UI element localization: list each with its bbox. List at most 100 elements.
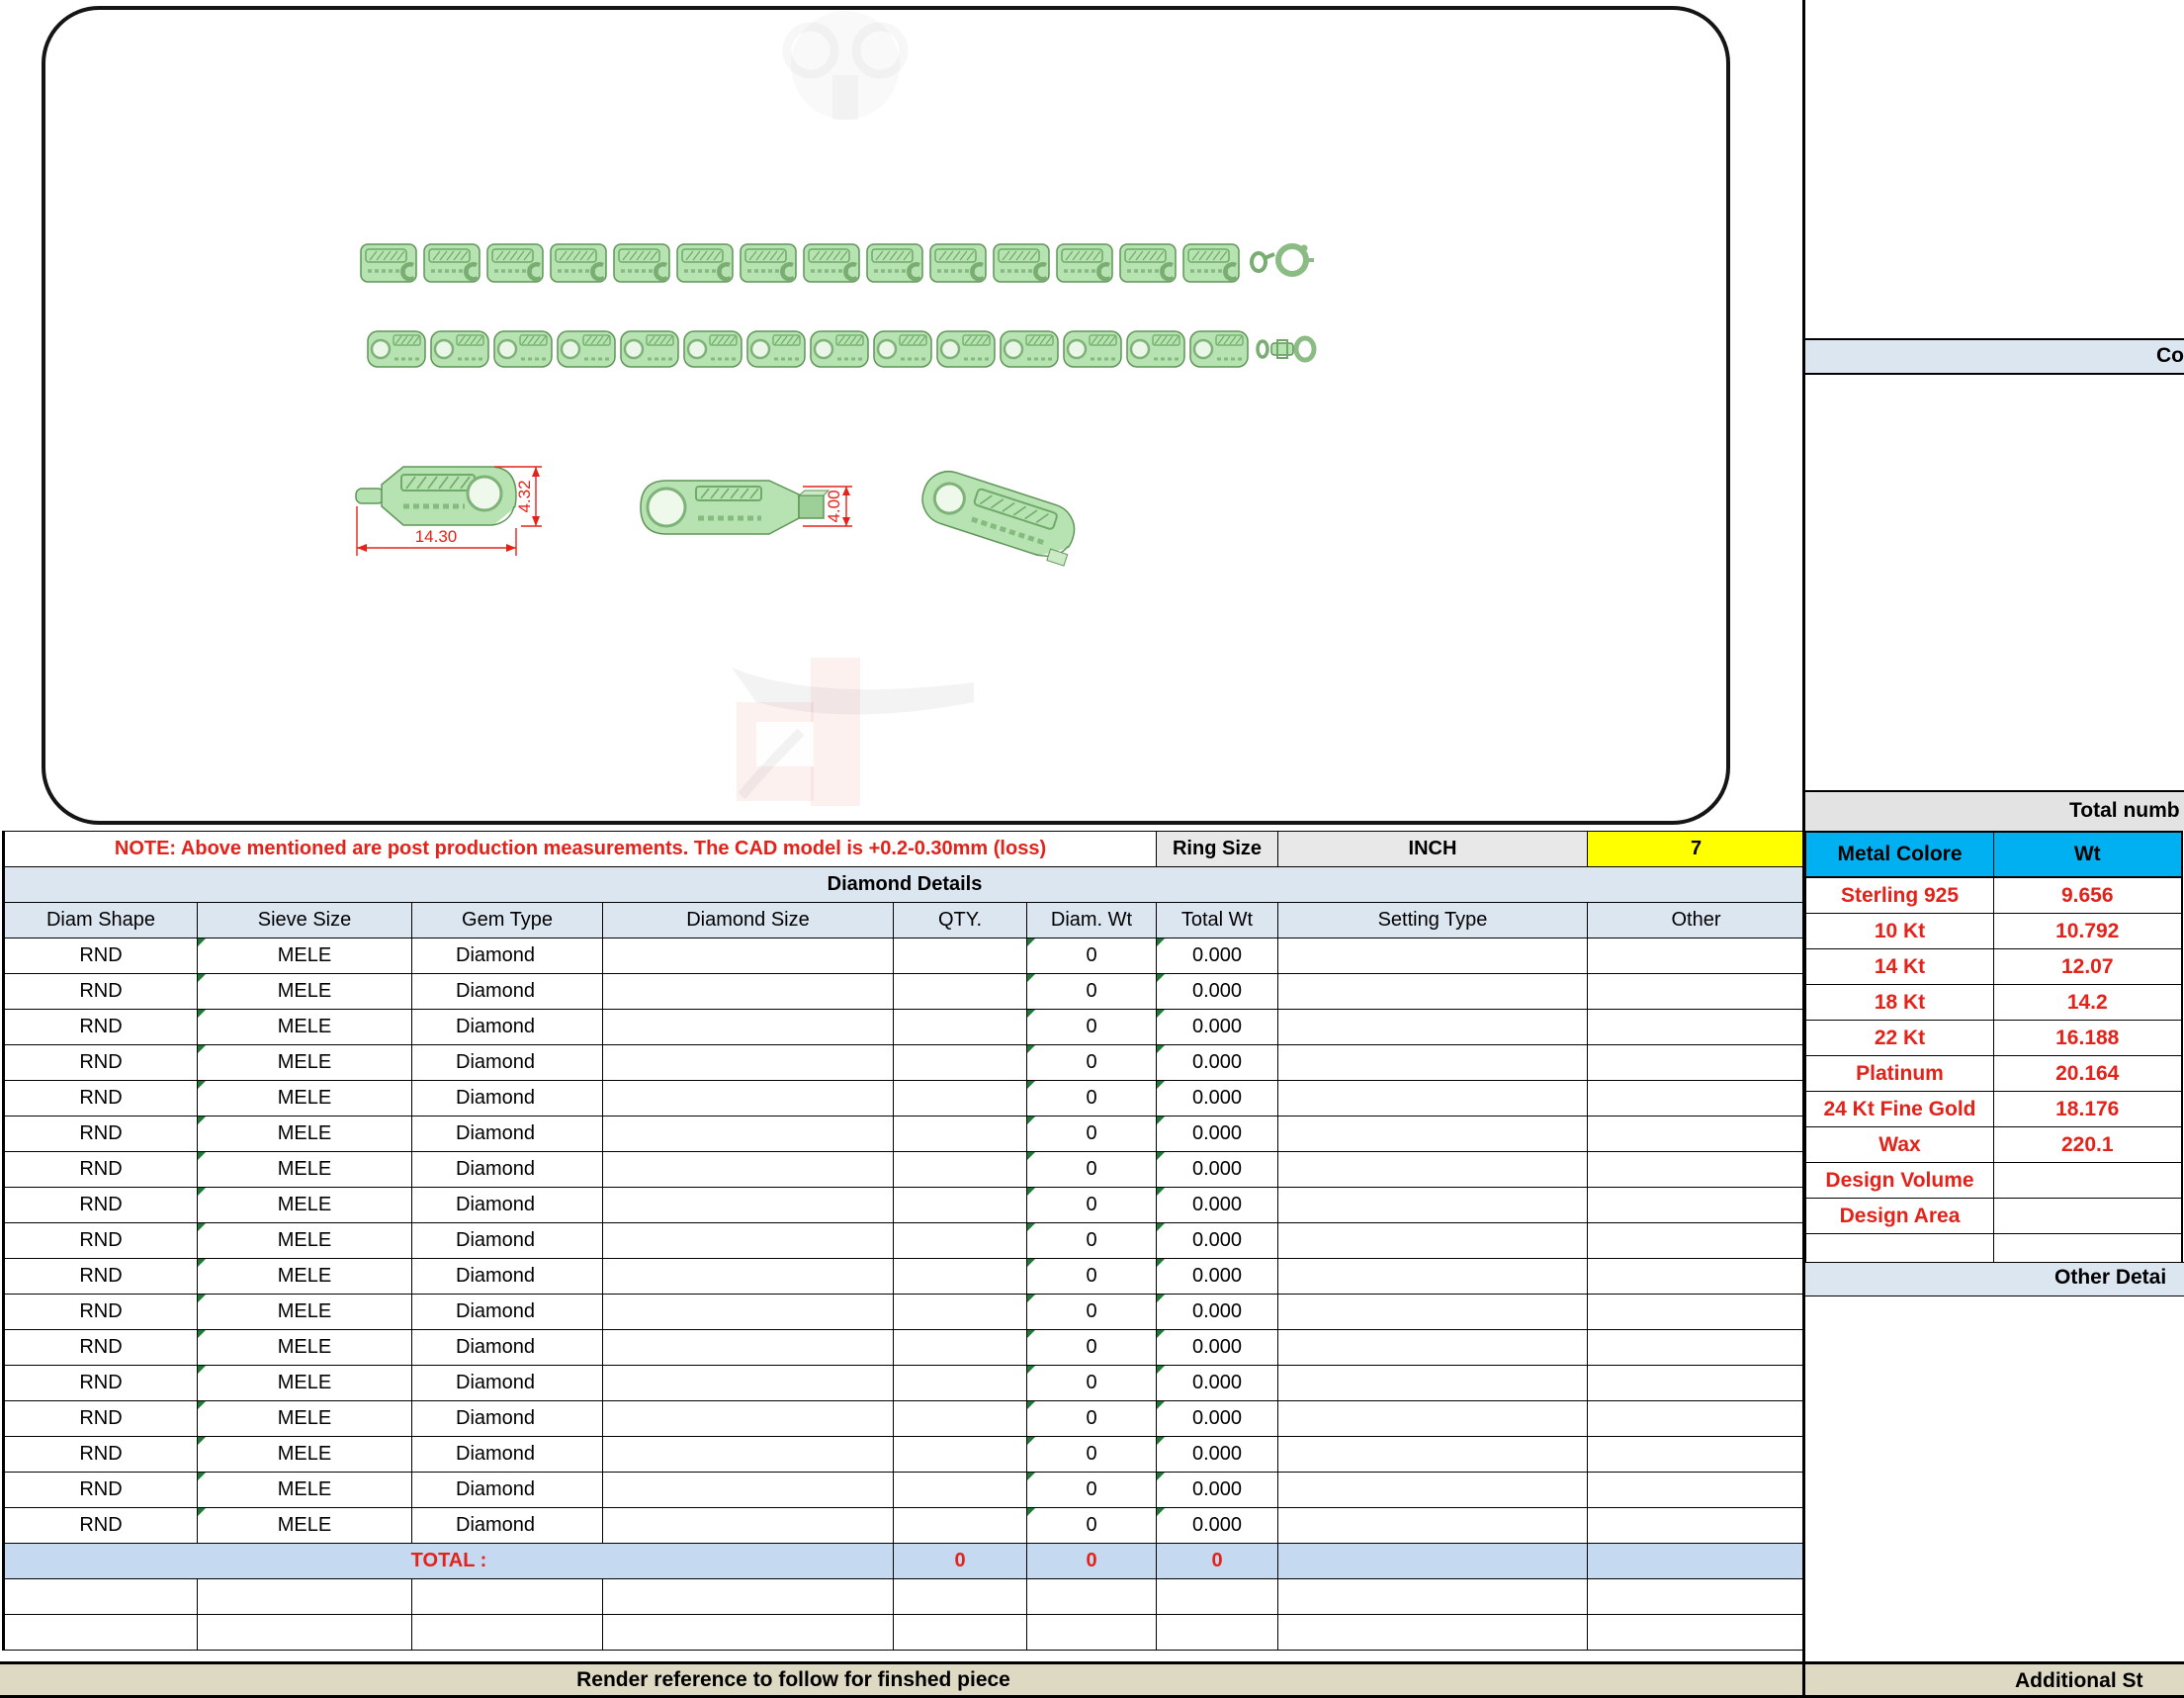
diamond-size-cell[interactable] [602, 1365, 894, 1401]
diamond-total_wt-cell[interactable]: 0.000 [1156, 1365, 1278, 1401]
diamond-total_wt-cell[interactable]: 0.000 [1156, 973, 1278, 1010]
metal-wt-cell[interactable]: 9.656 [1993, 876, 2183, 914]
diamond-total_wt-cell[interactable]: 0.000 [1156, 1258, 1278, 1295]
diamond-size-cell[interactable] [602, 1080, 894, 1117]
diamond-size-cell[interactable] [602, 1400, 894, 1437]
diamond-size-cell[interactable] [602, 1116, 894, 1152]
diamond-sieve-cell[interactable]: MELE [197, 1436, 412, 1473]
diamond-other-cell[interactable] [1587, 1258, 1805, 1295]
diamond-size-cell[interactable] [602, 1151, 894, 1188]
ring-size-value-cell[interactable]: 7 [1587, 831, 1805, 867]
empty-cell[interactable] [602, 1614, 894, 1651]
diamond-shape-cell[interactable]: RND [2, 1258, 198, 1295]
diamond-gem-cell[interactable]: Diamond [411, 938, 603, 974]
diamond-other-cell[interactable] [1587, 1329, 1805, 1366]
diamond-diam_wt-cell[interactable]: 0 [1026, 1080, 1157, 1117]
diamond-shape-cell[interactable]: RND [2, 1400, 198, 1437]
diamond-qty-cell[interactable] [893, 1472, 1027, 1508]
diamond-diam_wt-cell[interactable]: 0 [1026, 1365, 1157, 1401]
diamond-total_wt-cell[interactable]: 0.000 [1156, 1507, 1278, 1544]
diamond-sieve-cell[interactable]: MELE [197, 1294, 412, 1330]
diamond-size-cell[interactable] [602, 1472, 894, 1508]
diamond-total_wt-cell[interactable]: 0.000 [1156, 1080, 1278, 1117]
diamond-sieve-cell[interactable]: MELE [197, 973, 412, 1010]
total-other-cell[interactable] [1587, 1543, 1805, 1579]
empty-cell[interactable] [1277, 1614, 1588, 1651]
metal-wt-cell[interactable]: 220.1 [1993, 1126, 2183, 1163]
metal-wt-cell[interactable]: 20.164 [1993, 1055, 2183, 1092]
diamond-sieve-cell[interactable]: MELE [197, 938, 412, 974]
diamond-other-cell[interactable] [1587, 973, 1805, 1010]
diamond-other-cell[interactable] [1587, 1436, 1805, 1473]
diamond-other-cell[interactable] [1587, 1400, 1805, 1437]
diamond-diam_wt-cell[interactable]: 0 [1026, 1472, 1157, 1508]
diamond-total_wt-cell[interactable]: 0.000 [1156, 1116, 1278, 1152]
empty-cell[interactable] [1156, 1578, 1278, 1615]
diamond-shape-cell[interactable]: RND [2, 1472, 198, 1508]
diamond-sieve-cell[interactable]: MELE [197, 1472, 412, 1508]
diamond-other-cell[interactable] [1587, 1294, 1805, 1330]
metal-label-cell[interactable]: 14 Kt [1805, 948, 1994, 985]
diamond-setting-cell[interactable] [1277, 1436, 1588, 1473]
diamond-other-cell[interactable] [1587, 1472, 1805, 1508]
diamond-qty-cell[interactable] [893, 1329, 1027, 1366]
diamond-gem-cell[interactable]: Diamond [411, 1472, 603, 1508]
metal-wt-cell[interactable]: 10.792 [1993, 913, 2183, 949]
total-qty-cell[interactable]: 0 [893, 1543, 1027, 1579]
diamond-gem-cell[interactable]: Diamond [411, 1044, 603, 1081]
diamond-setting-cell[interactable] [1277, 1151, 1588, 1188]
empty-cell[interactable] [1587, 1578, 1805, 1615]
diamond-qty-cell[interactable] [893, 1044, 1027, 1081]
diamond-diam_wt-cell[interactable]: 0 [1026, 1400, 1157, 1437]
diamond-total_wt-cell[interactable]: 0.000 [1156, 1222, 1278, 1259]
diamond-qty-cell[interactable] [893, 1080, 1027, 1117]
diamond-gem-cell[interactable]: Diamond [411, 1151, 603, 1188]
diamond-other-cell[interactable] [1587, 1365, 1805, 1401]
diamond-shape-cell[interactable]: RND [2, 973, 198, 1010]
total-wt-cell[interactable]: 0 [1156, 1543, 1278, 1579]
empty-cell[interactable] [2, 1578, 198, 1615]
diamond-gem-cell[interactable]: Diamond [411, 1009, 603, 1045]
total-setting-cell[interactable] [1277, 1543, 1588, 1579]
diamond-size-cell[interactable] [602, 1187, 894, 1223]
diamond-other-cell[interactable] [1587, 1507, 1805, 1544]
diamond-shape-cell[interactable]: RND [2, 1080, 198, 1117]
diamond-qty-cell[interactable] [893, 1009, 1027, 1045]
diamond-size-cell[interactable] [602, 1009, 894, 1045]
diamond-setting-cell[interactable] [1277, 938, 1588, 974]
diamond-sieve-cell[interactable]: MELE [197, 1151, 412, 1188]
metal-label-cell[interactable]: 18 Kt [1805, 984, 1994, 1021]
diamond-gem-cell[interactable]: Diamond [411, 1116, 603, 1152]
diamond-shape-cell[interactable]: RND [2, 1329, 198, 1366]
diamond-total_wt-cell[interactable]: 0.000 [1156, 1400, 1278, 1437]
diamond-setting-cell[interactable] [1277, 1329, 1588, 1366]
diamond-total_wt-cell[interactable]: 0.000 [1156, 1009, 1278, 1045]
diamond-qty-cell[interactable] [893, 1507, 1027, 1544]
empty-cell[interactable] [893, 1614, 1027, 1651]
diamond-sieve-cell[interactable]: MELE [197, 1507, 412, 1544]
diamond-total_wt-cell[interactable]: 0.000 [1156, 938, 1278, 974]
diamond-size-cell[interactable] [602, 1222, 894, 1259]
diamond-size-cell[interactable] [602, 1329, 894, 1366]
diamond-setting-cell[interactable] [1277, 1507, 1588, 1544]
empty-cell[interactable] [2, 1614, 198, 1651]
diamond-gem-cell[interactable]: Diamond [411, 1258, 603, 1295]
diamond-shape-cell[interactable]: RND [2, 1222, 198, 1259]
diamond-gem-cell[interactable]: Diamond [411, 1507, 603, 1544]
diamond-diam_wt-cell[interactable]: 0 [1026, 1294, 1157, 1330]
diamond-sieve-cell[interactable]: MELE [197, 1329, 412, 1366]
diamond-size-cell[interactable] [602, 973, 894, 1010]
diamond-shape-cell[interactable]: RND [2, 1365, 198, 1401]
diamond-setting-cell[interactable] [1277, 1080, 1588, 1117]
diamond-gem-cell[interactable]: Diamond [411, 1187, 603, 1223]
metal-label-cell[interactable]: 24 Kt Fine Gold [1805, 1091, 1994, 1127]
diamond-total_wt-cell[interactable]: 0.000 [1156, 1044, 1278, 1081]
empty-cell[interactable] [1026, 1578, 1157, 1615]
metal-wt-cell[interactable] [1993, 1198, 2183, 1234]
diamond-gem-cell[interactable]: Diamond [411, 1222, 603, 1259]
diamond-total_wt-cell[interactable]: 0.000 [1156, 1151, 1278, 1188]
diamond-other-cell[interactable] [1587, 1009, 1805, 1045]
diamond-setting-cell[interactable] [1277, 1116, 1588, 1152]
empty-cell[interactable] [1156, 1614, 1278, 1651]
metal-wt-cell[interactable] [1993, 1162, 2183, 1199]
